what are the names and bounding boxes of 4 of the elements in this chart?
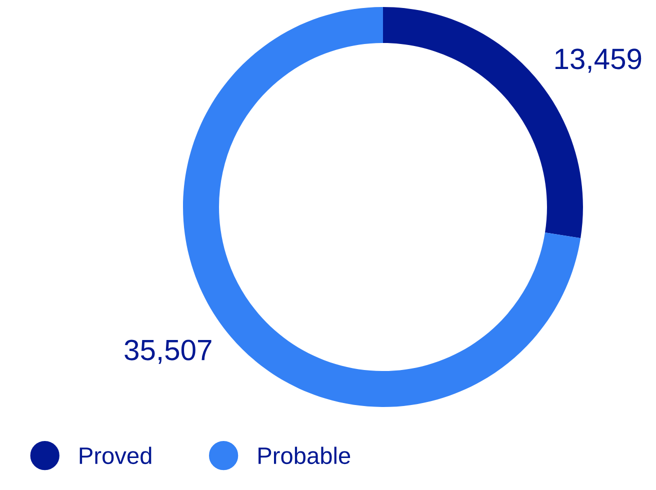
legend-label: Proved <box>80 446 152 464</box>
data-label: 35,507 <box>124 340 212 364</box>
legend-label: Probable <box>258 446 350 464</box>
data-label: 13,459 <box>555 48 642 73</box>
